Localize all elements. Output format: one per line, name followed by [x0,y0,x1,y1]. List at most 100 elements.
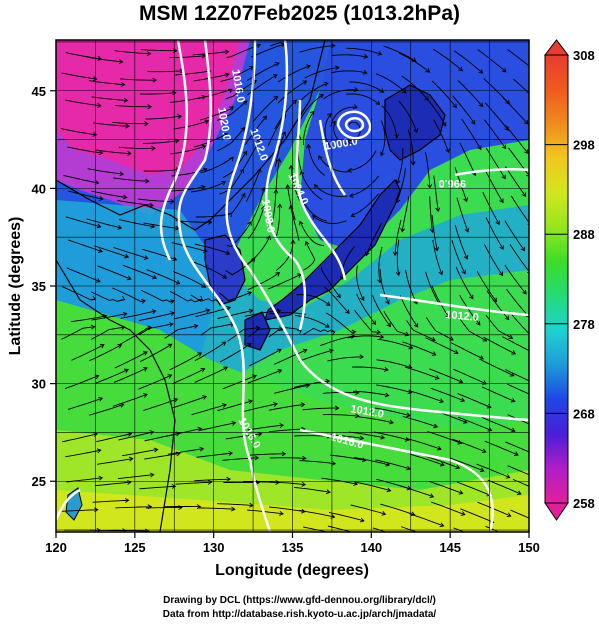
x-tick-label: 150 [518,540,540,555]
streamline-arrowhead [353,87,359,93]
isobar-1016-west [177,40,272,532]
streamline [509,311,529,334]
streamline [225,258,256,276]
streamline [115,506,152,509]
streamline-arrowhead [151,145,156,151]
streamline-arrowhead [92,131,98,137]
isobar-1016-sw [56,488,81,521]
streamline [114,50,151,55]
streamline [483,119,507,149]
streamline [481,416,515,432]
streamline [356,293,376,325]
streamline [122,448,158,457]
streamline-arrowhead [98,396,104,402]
streamline [191,404,227,416]
streamline-arrowhead [303,540,307,544]
streamline [354,457,390,466]
streamline [380,503,415,516]
streamline-arrowhead [200,368,206,373]
streamline [245,168,261,202]
streamline-arrowhead [351,329,357,335]
streamline [117,200,154,206]
streamline-arrowhead [123,97,129,103]
streamline [172,270,206,288]
streamline [456,197,469,233]
streamline [216,100,248,121]
streamline [248,328,283,337]
streamline [269,403,305,411]
streamline [220,66,254,82]
streamline [323,89,358,99]
streamline [248,206,265,239]
streamline-arrowhead [300,402,306,408]
streamline [452,95,476,125]
streamline-arrowhead [435,207,441,213]
streamline [487,479,522,495]
streamline-arrowhead [394,133,400,139]
streamline [396,239,400,276]
y-tick-label: 25 [32,474,46,489]
isobar-low-center-outer [336,110,372,140]
streamline-arrowhead [499,198,504,204]
streamline-arrowhead [331,120,336,126]
streamline-arrowhead [478,102,484,108]
streamline-arrowhead [248,308,254,314]
streamline-arrowhead [128,456,134,462]
streamline-arrowhead [458,66,464,72]
korea-peninsula [204,234,246,306]
streamline [453,368,487,385]
streamline [374,407,411,417]
streamline [216,503,254,506]
colorbar-tick-label: 308 [573,48,595,63]
streamline [193,73,230,82]
streamline [424,152,431,188]
streamline [91,326,125,340]
streamline [113,177,149,182]
streamline-arrowhead [242,150,248,156]
streamline-arrowhead [504,315,510,321]
streamline [269,457,306,459]
streamline-arrowhead [207,479,213,485]
streamline-arrowhead [478,69,484,74]
streamline-arrowhead [98,475,104,481]
streamline [198,507,235,510]
streamline [324,113,332,148]
streamline [112,121,148,125]
streamline-arrowhead [495,220,500,226]
streamline [505,441,529,453]
colorbar-tick-label: 288 [573,227,595,242]
streamline-arrowhead [202,395,208,400]
streamline-arrowhead [149,202,154,208]
streamline-arrowhead [379,334,385,340]
streamline [63,174,99,184]
streamline [174,309,210,320]
streamline-arrowhead [127,431,133,437]
streamline-arrowhead [254,455,260,461]
streamline-arrowhead [175,280,181,285]
streamline-arrowhead [381,511,387,516]
streamline [222,375,257,390]
streamline [119,326,152,345]
streamline [227,327,260,342]
streamline-arrowhead [253,539,257,543]
colorbar-ticks: 258 268 278 288 298 308 [545,48,595,511]
streamline [455,266,474,300]
streamline [97,265,132,280]
streamline-arrowhead [95,278,101,283]
streamline [457,416,492,431]
isobar-label: 996.0 [438,177,466,189]
streamline-arrowhead [431,351,437,356]
streamline [95,149,131,155]
streamline [406,438,442,450]
map-title: MSM 12Z07Feb2025 (1013.2hPa) [139,2,460,25]
streamline [112,529,149,532]
x-axis-title: Longitude (degrees) [215,562,369,579]
streamline-arrowhead [99,196,104,201]
streamline-arrowhead [298,220,304,226]
streamline [347,335,384,339]
streamline-arrowhead [118,59,124,65]
streamline-arrowhead [522,289,527,295]
streamline-arrowhead [250,257,256,263]
streamline-arrowhead [222,403,227,408]
streamline [217,400,253,412]
